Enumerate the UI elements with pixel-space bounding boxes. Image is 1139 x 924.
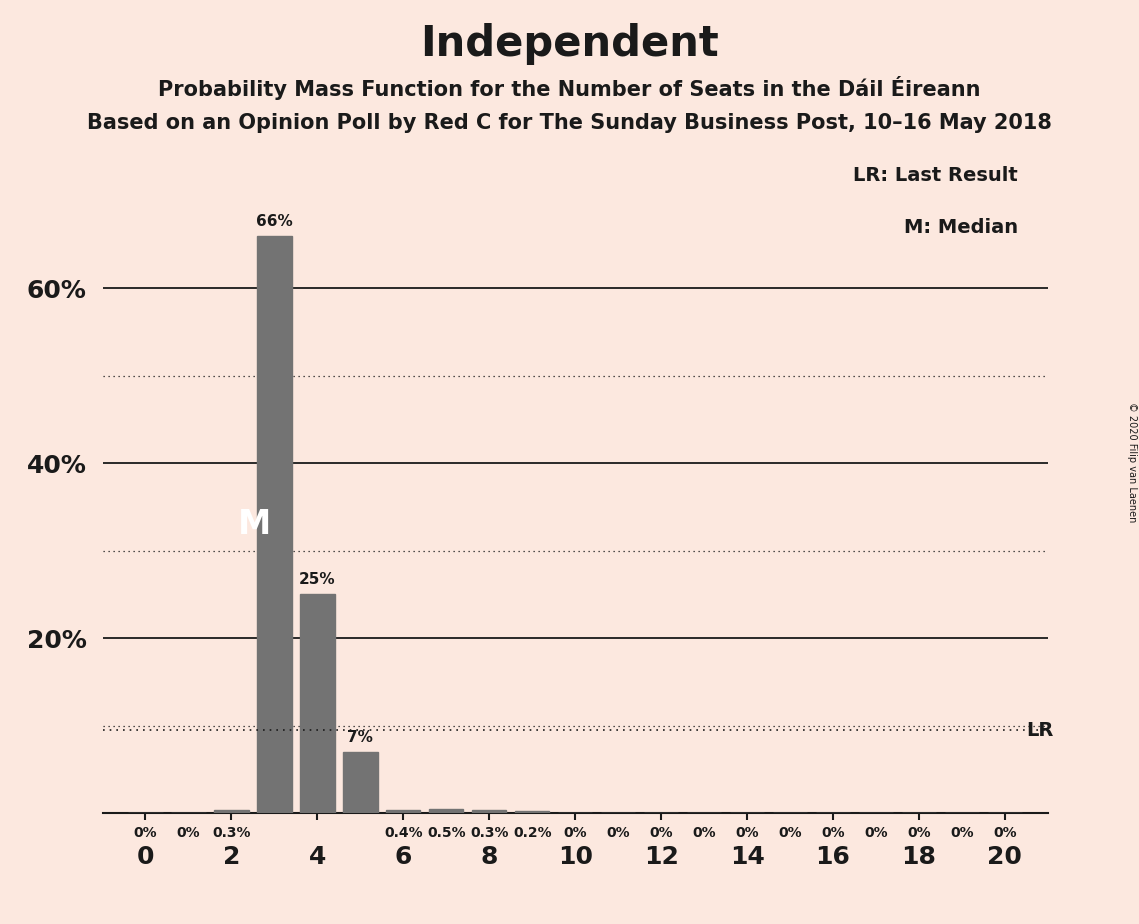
Bar [214, 810, 248, 813]
Bar [429, 808, 464, 813]
Text: 0%: 0% [606, 826, 630, 840]
Text: 0%: 0% [778, 826, 802, 840]
Text: 66%: 66% [256, 213, 293, 229]
Text: M: Median: M: Median [903, 218, 1018, 237]
Text: LR: LR [1026, 721, 1054, 739]
Text: 0%: 0% [177, 826, 200, 840]
Text: 0%: 0% [993, 826, 1017, 840]
Text: Probability Mass Function for the Number of Seats in the Dáil Éireann: Probability Mass Function for the Number… [158, 76, 981, 100]
Bar [515, 811, 549, 813]
Text: 0%: 0% [564, 826, 587, 840]
Text: 25%: 25% [300, 573, 336, 588]
Bar [472, 810, 507, 813]
Text: 0.5%: 0.5% [427, 826, 466, 840]
Text: 0.4%: 0.4% [384, 826, 423, 840]
Text: 0%: 0% [736, 826, 759, 840]
Text: 0%: 0% [821, 826, 845, 840]
Text: 0%: 0% [133, 826, 157, 840]
Text: 7%: 7% [347, 730, 374, 745]
Text: LR: Last Result: LR: Last Result [853, 165, 1018, 185]
Text: 0.3%: 0.3% [470, 826, 508, 840]
Text: 0%: 0% [649, 826, 673, 840]
Text: 0%: 0% [907, 826, 931, 840]
Text: Independent: Independent [420, 23, 719, 65]
Text: 0%: 0% [865, 826, 887, 840]
Text: 0%: 0% [950, 826, 974, 840]
Text: 0.2%: 0.2% [513, 826, 551, 840]
Bar [386, 809, 420, 813]
Bar [343, 752, 377, 813]
Bar [257, 236, 292, 813]
Text: 0%: 0% [693, 826, 716, 840]
Text: © 2020 Filip van Laenen: © 2020 Filip van Laenen [1126, 402, 1137, 522]
Text: M: M [238, 508, 271, 541]
Bar [301, 594, 335, 813]
Text: 0.3%: 0.3% [212, 826, 251, 840]
Text: Based on an Opinion Poll by Red C for The Sunday Business Post, 10–16 May 2018: Based on an Opinion Poll by Red C for Th… [87, 113, 1052, 133]
